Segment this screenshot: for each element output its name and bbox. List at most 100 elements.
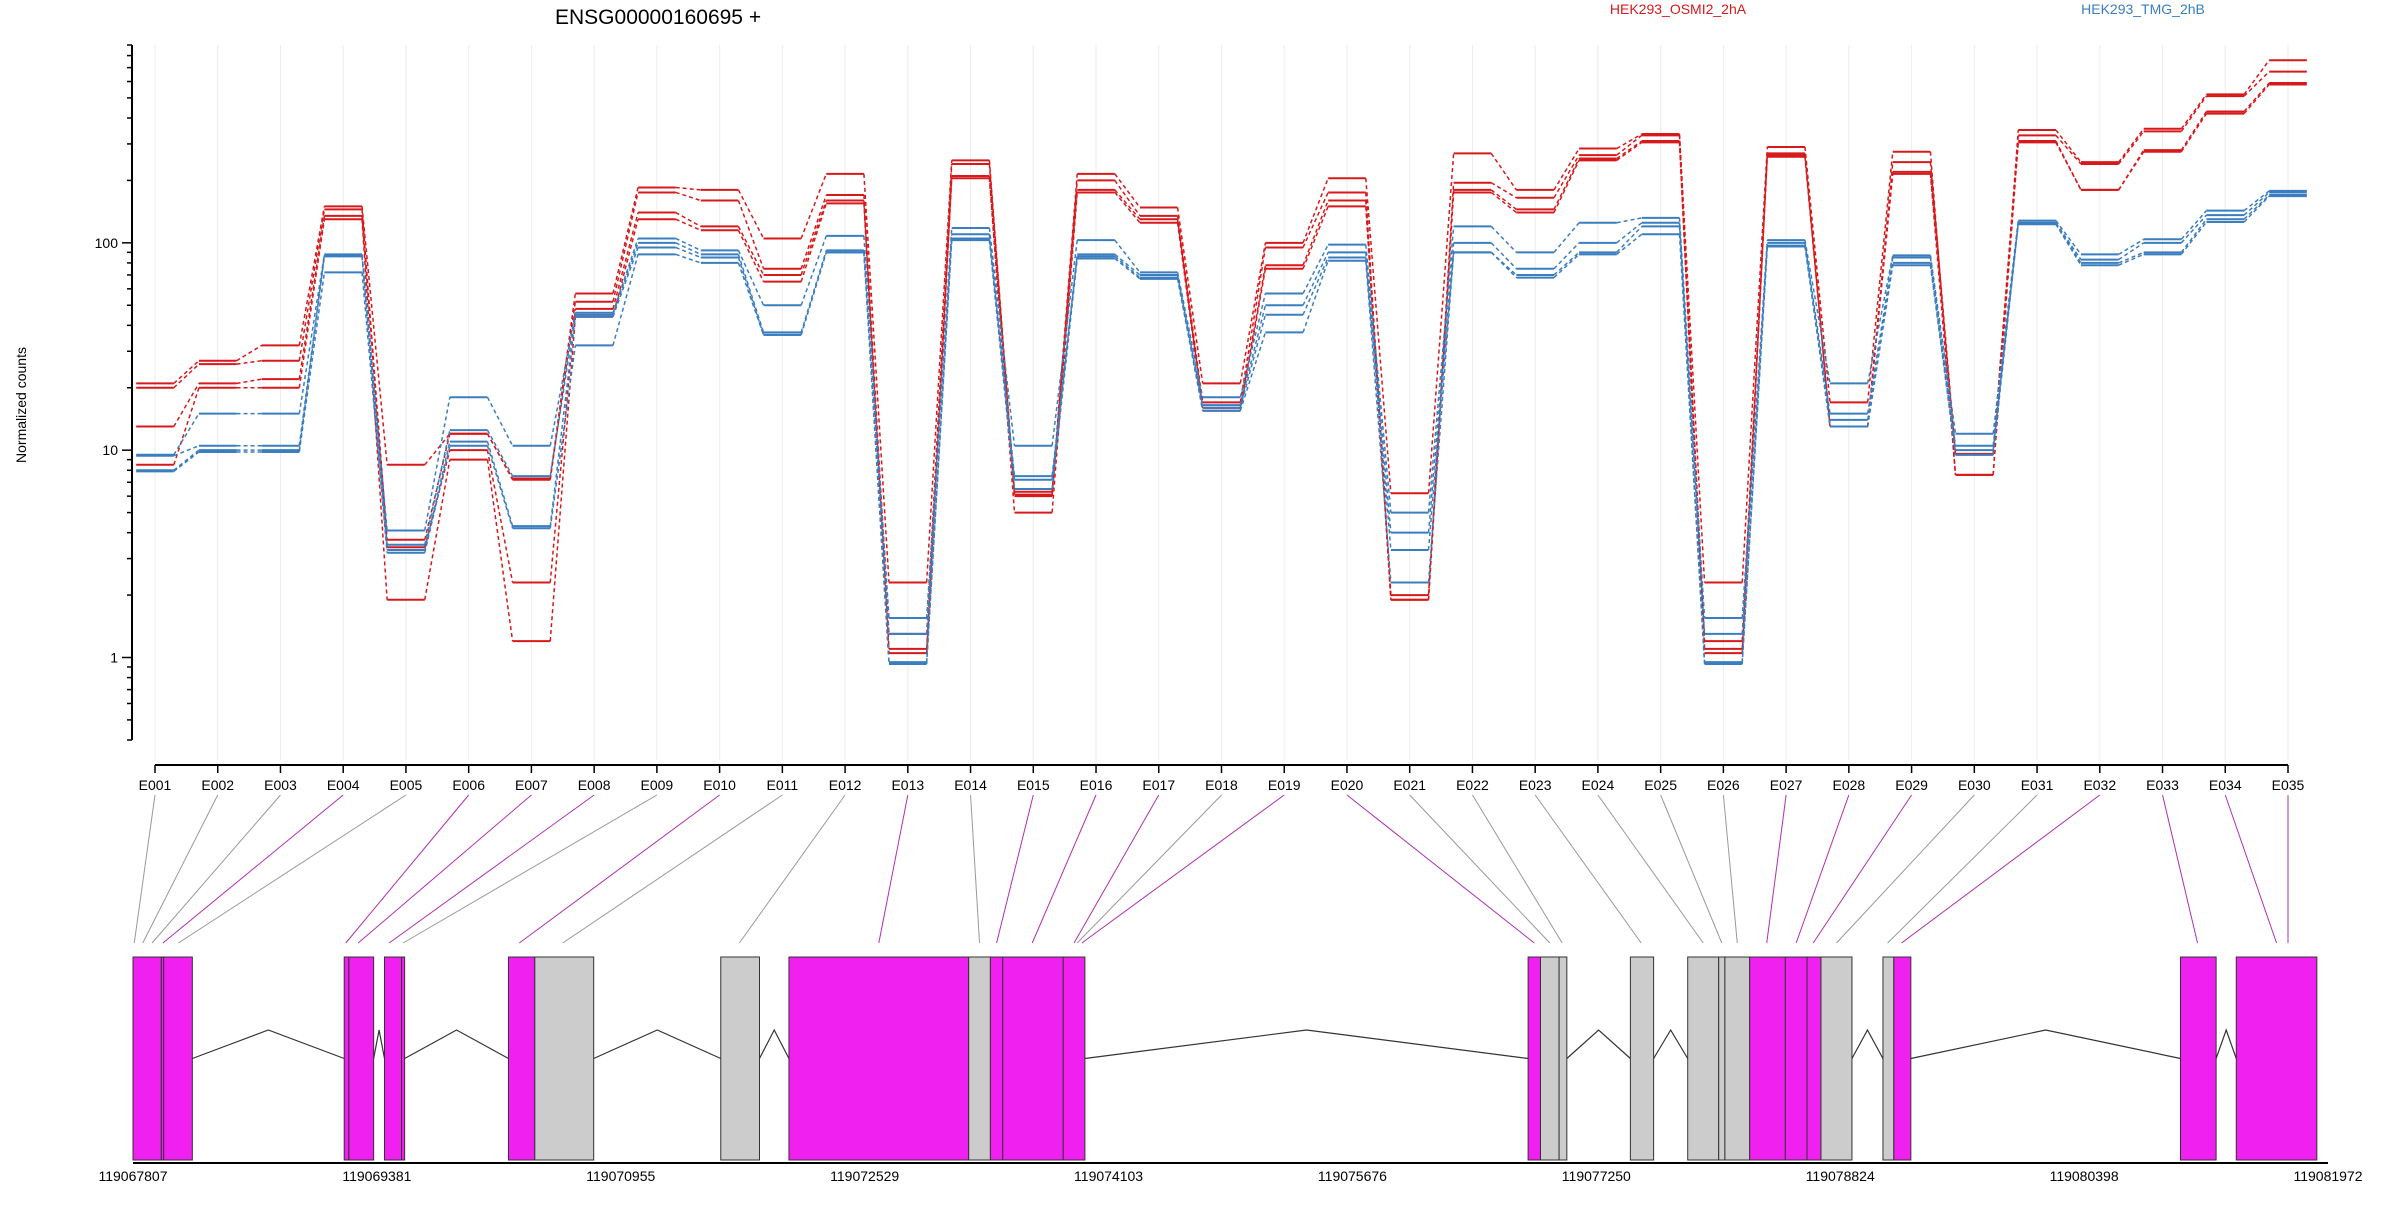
series-4-link-23 [1616, 217, 1642, 224]
series-3-link-2 [298, 219, 326, 388]
series-0-link-32 [2180, 93, 2208, 130]
series-4-link-21 [1490, 225, 1517, 253]
series-0-link-8 [675, 186, 701, 191]
series-5-link-4 [424, 429, 451, 545]
genomic-tick-label-9: 119081972 [2293, 1168, 2362, 1184]
genomic-tick-label-4: 119074103 [1074, 1168, 1143, 1184]
series-4-link-19 [1365, 244, 1392, 513]
series-3-link-9 [737, 229, 765, 282]
intron-6 [404, 1029, 509, 1060]
x-tick-label-e029: E029 [1895, 777, 1928, 793]
axis-layer: 1 10 100 E001 E002 E003 E004 E005 E006 E007 E008 E0… [95, 44, 2305, 793]
x-tick-label-e025: E025 [1644, 777, 1677, 793]
series-7-link-29 [1992, 224, 2019, 455]
series-1-link-33 [2243, 71, 2270, 97]
connector-e003 [151, 794, 281, 944]
x-tick-label-e011: E011 [767, 777, 799, 793]
series-7-link-20 [1427, 252, 1455, 583]
exon-block-0 [132, 956, 162, 1161]
series-1-link-5 [486, 433, 514, 481]
genomic-tick-label-8: 119080398 [2050, 1168, 2119, 1184]
series-3-link-12 [925, 178, 953, 654]
series-5-link-12 [925, 234, 953, 634]
x-tick-label-e001: E001 [139, 777, 172, 793]
series-3-link-5 [486, 459, 514, 642]
x-tick-label-e013: E013 [891, 777, 924, 793]
series-7-link-31 [2118, 253, 2145, 266]
x-tick-label-e033: E033 [2146, 777, 2179, 793]
x-tick-label-e022: E022 [1456, 777, 1489, 793]
series-4-link-9 [737, 250, 765, 306]
series-7-link-14 [1051, 258, 1078, 490]
x-tick-label-e014: E014 [954, 777, 987, 793]
exon-block-21 [1724, 956, 1751, 1161]
x-tick-label-e030: E030 [1958, 777, 1991, 793]
series-0-link-21 [1490, 152, 1517, 191]
series-3-link-16 [1176, 222, 1204, 411]
series-0-link-24 [1678, 133, 1706, 583]
series-3-link-22 [1553, 160, 1580, 213]
intron-27 [1910, 1029, 2181, 1060]
series-0-link-22 [1553, 148, 1580, 191]
series-4-link-12 [925, 227, 953, 619]
connector-e034 [2224, 794, 2278, 944]
series-7-link-2 [298, 272, 326, 453]
x-tick-label-e015: E015 [1017, 777, 1050, 793]
series-4-link-18 [1302, 244, 1329, 294]
x-tick-label-e010: E010 [703, 777, 736, 793]
exon-block-15 [1527, 956, 1541, 1161]
connector-e001 [133, 794, 156, 944]
series-6-link-8 [675, 246, 702, 259]
series-7-link-33 [2243, 195, 2270, 223]
series-3-link-23 [1616, 141, 1643, 161]
exon-block-12 [989, 956, 1004, 1161]
connector-e028 [1795, 794, 1850, 944]
series-3-link-19 [1365, 206, 1392, 600]
series-1-link-30 [2055, 134, 2082, 165]
connector-e027 [1766, 794, 1787, 944]
series-3-link-4 [424, 459, 451, 600]
series-7-link-18 [1302, 260, 1329, 333]
x-tick-label-e009: E009 [641, 777, 674, 793]
connector-e025 [1660, 794, 1723, 944]
series-2-link-33 [2243, 82, 2270, 113]
series-4-link-16 [1176, 272, 1204, 398]
series-6-link-17 [1239, 314, 1267, 409]
series-3-link-31 [2117, 151, 2145, 191]
series-1-link-31 [2118, 130, 2145, 165]
series-4-link-0 [173, 413, 200, 456]
connector-e006 [345, 794, 470, 944]
series-0-link-12 [925, 160, 953, 583]
y-tick-label-1: 1 [110, 649, 118, 665]
connector-e018 [1076, 794, 1222, 944]
exon-block-2 [163, 956, 193, 1161]
x-tick-label-e019: E019 [1268, 777, 1301, 793]
series-5-link-27 [1866, 257, 1894, 414]
gene-model: 119067807 119069381 119070955 119072529 1190… [98, 956, 2363, 1184]
x-tick-label-e027: E027 [1770, 777, 1803, 793]
series-4-link-28 [1929, 255, 1957, 434]
connector-e020 [1346, 794, 1535, 944]
connector-layer [133, 794, 2289, 944]
series-6-link-21 [1490, 251, 1517, 276]
exon-block-8 [534, 956, 595, 1161]
series-5-link-6 [549, 314, 577, 477]
connector-e024 [1597, 794, 1704, 944]
exon-block-4 [348, 956, 375, 1161]
series-5-link-28 [1929, 257, 1957, 446]
series-0-link-2 [298, 206, 326, 346]
genomic-tick-label-6: 119077250 [1562, 1168, 1631, 1184]
legend-entry-tmg: HEK293_TMG_2hB [2081, 1, 2205, 17]
connector-e011 [562, 794, 783, 944]
series-3-link-33 [2243, 84, 2270, 115]
series-7-link-28 [1929, 265, 1957, 455]
connector-e013 [878, 794, 909, 944]
x-tick-label-e002: E002 [201, 777, 234, 793]
y-tick-label-100: 100 [95, 235, 119, 251]
series-7-link-26 [1804, 246, 1831, 427]
series-1-link-15 [1114, 179, 1141, 217]
series-4-link-7 [612, 238, 639, 314]
x-tick-label-e004: E004 [327, 777, 360, 793]
series-5-link-15 [1114, 253, 1141, 276]
series-7-link-3 [361, 272, 388, 553]
